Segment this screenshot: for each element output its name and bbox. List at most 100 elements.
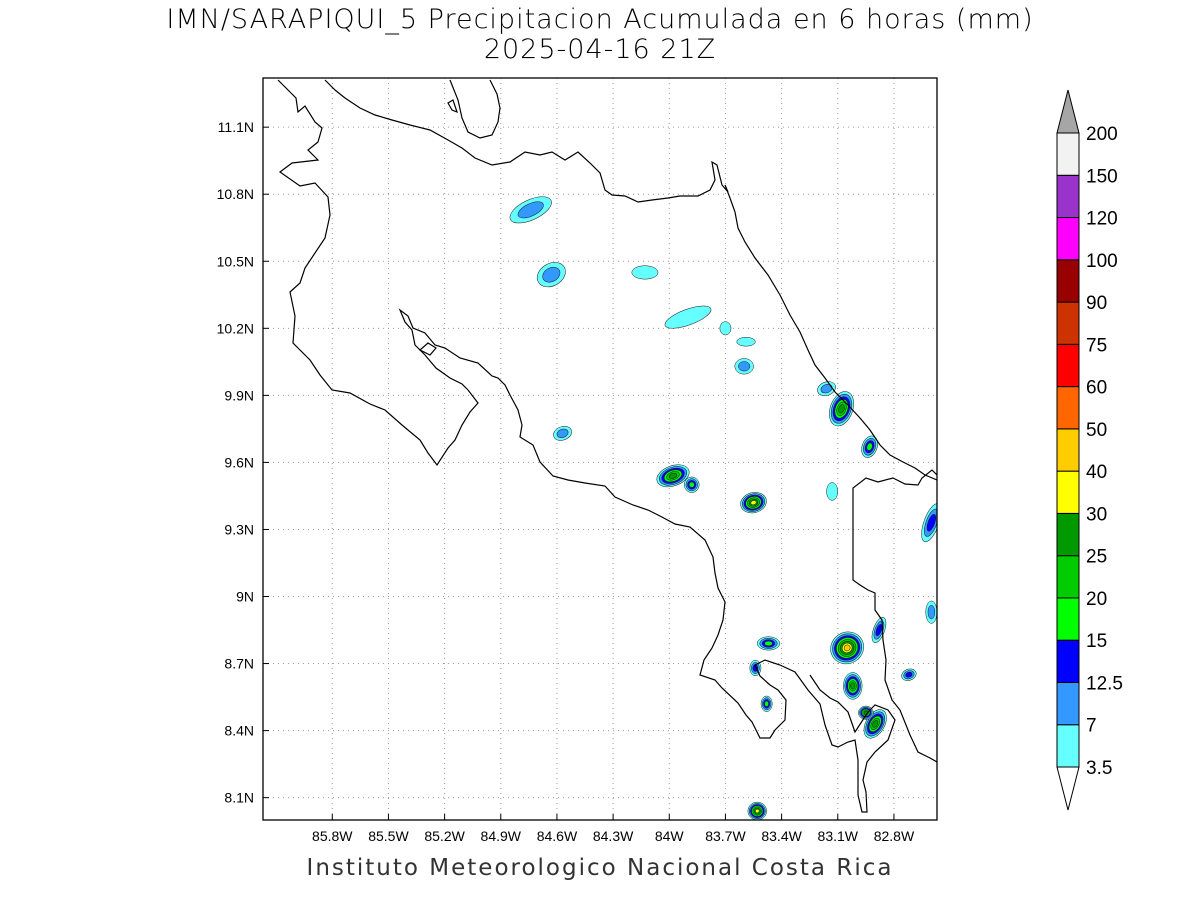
lat-tick-label: 9.6N [224, 454, 254, 470]
colorbar-label: 7 [1086, 716, 1097, 737]
lon-tick-label: 82.8W [874, 828, 915, 844]
lat-tick-label: 8.1N [224, 790, 254, 806]
colorbar-label: 200 [1086, 124, 1118, 145]
colorbar-swatch [1056, 301, 1080, 345]
precip-contour [664, 305, 712, 329]
colorbar-label: 90 [1086, 293, 1107, 314]
precip-cell [736, 337, 756, 347]
colorbar-label: 30 [1086, 504, 1107, 525]
precip-cell [631, 265, 659, 280]
lon-tick-label: 85.2W [424, 828, 465, 844]
colorbar-swatch [1056, 386, 1080, 430]
map-frame [262, 77, 938, 821]
colorbar-label: 15 [1086, 631, 1107, 652]
precip-cell [830, 631, 864, 665]
lat-tick-label: 10.2N [217, 320, 254, 336]
lon-tick-label: 84W [655, 828, 685, 844]
border-panama [852, 469, 937, 763]
precip-cell [536, 262, 566, 288]
latitude-tick-labels: 11.1N 10.8N 10.5N 10.2N 9.9N 9.6N 9.3N 9N 8.7N 8.… [217, 119, 254, 805]
precip-contour [631, 265, 659, 280]
colorbar-swatch [1056, 132, 1080, 176]
precip-cell [921, 503, 937, 543]
lon-tick-label: 84.9W [481, 828, 522, 844]
colorbar-swatch [1056, 555, 1080, 599]
precip-cell [925, 600, 937, 624]
precip-contour [826, 482, 839, 501]
precip-cell [858, 705, 874, 720]
colorbar-label: 40 [1086, 462, 1107, 483]
colorbar-label: 75 [1086, 335, 1107, 356]
lat-tick-label: 8.4N [224, 723, 254, 739]
lon-tick-label: 84.3W [593, 828, 634, 844]
precip-contour [688, 481, 695, 488]
coastline-layer [277, 79, 937, 813]
colorbar-label: 25 [1086, 547, 1107, 568]
colorbar-swatch [1056, 639, 1080, 683]
lat-tick-label: 8.7N [224, 656, 254, 672]
lon-tick-label: 83.4W [761, 828, 802, 844]
colorbar-label: 12.5 [1086, 673, 1123, 694]
precip-cell [817, 381, 836, 396]
map-grid [263, 78, 937, 820]
precip-cell [656, 464, 690, 488]
precip-contour [736, 337, 756, 347]
island-lake [447, 99, 458, 114]
precip-cell [826, 482, 839, 501]
precip-contour [820, 384, 833, 394]
precip-contour [738, 361, 751, 372]
colorbar-swatch [1056, 428, 1080, 472]
colorbar-swatch [1056, 681, 1080, 726]
lon-tick-label: 83.7W [705, 828, 746, 844]
colorbar-swatch [1056, 724, 1080, 768]
longitude-tick-labels: 85.8W 85.5W 85.2W 84.9W 84.6W 84.3W 84W 83.7W 83… [312, 828, 915, 844]
precipitation-cells [509, 196, 937, 820]
precip-cell [901, 668, 917, 681]
coastline-northwest [277, 79, 896, 813]
colorbar-legend: 3.5 7 12.5 15 20 25 30 40 50 60 75 90 100 120 150 200 [1056, 89, 1123, 811]
precip-contour [556, 428, 569, 438]
lon-tick-label: 83.1W [818, 828, 859, 844]
colorbar-label: 20 [1086, 589, 1107, 610]
precip-cell [760, 695, 773, 712]
footer-credit: Instituto Meteorologico Nacional Costa R… [306, 855, 894, 881]
colorbar-swatch [1056, 217, 1080, 261]
precip-cell [553, 426, 572, 441]
precip-cell [740, 492, 767, 514]
lat-tick-label: 9.3N [224, 521, 254, 537]
precip-contour [850, 682, 856, 690]
coastline-caribbean [324, 79, 937, 481]
precip-contour [542, 266, 561, 283]
precip-cell [843, 672, 863, 700]
lat-tick-label: 10.8N [217, 186, 254, 202]
lat-tick-label: 10.5N [217, 253, 254, 269]
colorbar-label: 120 [1086, 209, 1118, 230]
lon-tick-label: 85.8W [312, 828, 353, 844]
lon-tick-label: 84.6W [537, 828, 578, 844]
precip-contour [927, 605, 936, 620]
precip-contour [719, 321, 732, 336]
island-chira [418, 342, 437, 356]
precip-contour [905, 671, 913, 678]
precip-contour [764, 640, 773, 647]
precip-cell [734, 358, 754, 375]
precip-cell [757, 636, 780, 651]
lat-tick-label: 11.1N [218, 119, 254, 135]
colorbar-label: 3.5 [1086, 758, 1112, 779]
colorbar-swatch [1056, 470, 1080, 514]
precip-contour [843, 644, 851, 652]
lon-tick-label: 85.5W [368, 828, 409, 844]
precip-contour [517, 201, 544, 219]
colorbar-swatch [1056, 597, 1080, 641]
colorbar-label: 150 [1086, 166, 1118, 187]
precip-contour [764, 700, 769, 707]
colorbar-under-arrow [1056, 766, 1080, 811]
colorbar-label: 50 [1086, 420, 1107, 441]
precip-contour [838, 404, 845, 414]
precip-cell [871, 617, 887, 644]
map-title: IMN/SARAPIQUI_5 Precipitacion Acumulada … [166, 4, 1034, 35]
colorbar-swatch [1056, 512, 1080, 557]
precip-contour [872, 720, 879, 728]
precip-contour [866, 442, 873, 451]
